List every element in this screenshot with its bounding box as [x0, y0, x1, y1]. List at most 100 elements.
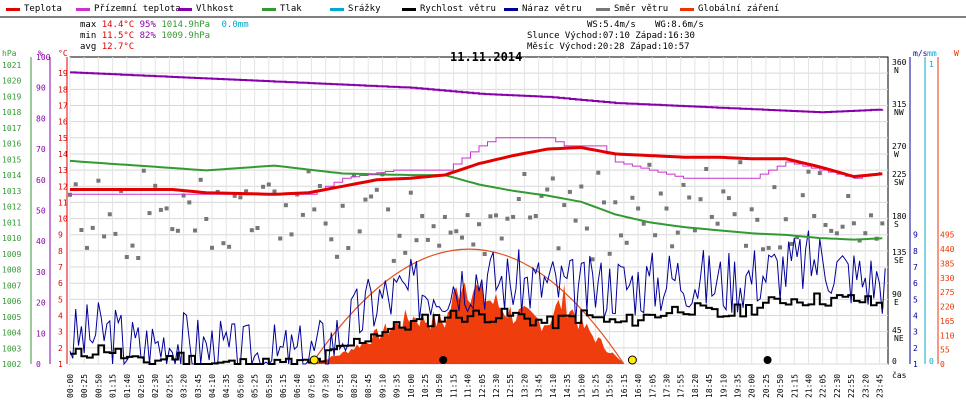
axis-tick-wm2: 440 — [940, 245, 955, 254]
x-tick-label: 12:55 — [506, 374, 515, 398]
stat-min-humidity: 82% — [139, 31, 156, 41]
wind-direction-point — [482, 252, 487, 256]
legend-label: Směr větru — [614, 4, 669, 14]
axis-tick-percent: 50 — [36, 207, 46, 216]
stat-avg-label: avg — [80, 42, 97, 52]
legend-label: Vlhkost — [196, 4, 234, 14]
axis-tick-hpa: 1020 — [2, 77, 21, 86]
x-tick-label: 19:35 — [733, 374, 742, 398]
x-tick-label: 10:50 — [435, 374, 444, 398]
wind-direction-point — [795, 235, 800, 240]
axis-tick-percent: 40 — [36, 237, 46, 246]
x-tick-label: 14:10 — [549, 374, 558, 398]
axis-tick-percent: 70 — [36, 145, 46, 154]
wind-direction-point — [431, 224, 436, 229]
axis-tick-celsius: 9 — [58, 231, 63, 240]
wind-direction-point — [567, 189, 572, 194]
wind-direction-point — [261, 184, 266, 189]
wind-direction-point — [817, 171, 822, 176]
wind-direction-point — [851, 221, 856, 226]
wind-direction-point — [454, 229, 459, 234]
wind-direction-point — [460, 235, 464, 240]
wind-direction-point — [391, 258, 396, 263]
x-tick-label: 22:05 — [819, 374, 828, 398]
legend-label: Přízemní teplota — [94, 4, 181, 14]
wind-direction-point — [238, 195, 243, 200]
wind-direction-point — [499, 236, 504, 241]
x-tick-label: 08:45 — [364, 374, 373, 398]
wind-direction-point — [602, 200, 606, 205]
x-tick-label: 13:20 — [520, 374, 529, 398]
wind-direction-point — [107, 212, 112, 217]
wind-direction-point — [721, 189, 726, 194]
axis-tick-ms: 1 — [913, 360, 918, 369]
x-tick-label: 18:20 — [691, 374, 700, 398]
stat-ws: WS:5.4m/s — [587, 20, 636, 30]
wind-direction-point — [471, 242, 476, 247]
wind-direction-point — [613, 200, 618, 205]
chart-title: 11.11.2014 — [450, 50, 523, 64]
wind-direction-point — [772, 185, 777, 190]
x-tick-label: 21:15 — [790, 374, 799, 398]
x-tick-label: 05:25 — [251, 374, 260, 398]
axis-tick-percent: 80 — [36, 114, 46, 123]
wind-direction-point — [425, 237, 430, 242]
axis-tick-direction-letter: NE — [894, 334, 904, 343]
axis-tick-wm2: 110 — [940, 331, 955, 340]
axis-tick-hpa: 1010 — [2, 234, 21, 243]
axis-tick-celsius: 15 — [58, 134, 68, 143]
legend-swatch — [6, 7, 20, 11]
wind-direction-point — [494, 213, 498, 218]
axis-tick-hpa: 1011 — [2, 218, 21, 227]
axis-tick-celsius: 8 — [58, 247, 63, 256]
wind-direction-point — [647, 162, 652, 167]
x-tick-label: 00:00 — [66, 374, 75, 398]
x-tick-label: 14:35 — [563, 374, 572, 398]
axis-tick-celsius: 5 — [58, 295, 63, 304]
wind-direction-point — [448, 230, 453, 235]
axis-tick-hpa: 1021 — [2, 61, 21, 70]
axis-tick-celsius: 7 — [58, 263, 63, 272]
legend-label: Teplota — [24, 4, 62, 14]
axis-tick-hpa: 1015 — [2, 155, 21, 164]
stat-sun: Slunce Východ:07:10 Západ:16:30 — [527, 31, 695, 41]
axis-title-celsius: °C — [58, 49, 68, 58]
axis-tick-hpa: 1012 — [2, 203, 21, 212]
x-axis-label: čas — [892, 370, 907, 380]
wind-direction-point — [73, 182, 78, 187]
x-tick-label: 17:05 — [648, 374, 657, 398]
wind-direction-point — [573, 218, 578, 223]
wind-direction-point — [90, 225, 95, 230]
wind-direction-point — [590, 257, 595, 262]
wind-direction-point — [113, 231, 118, 236]
x-tick-label: 12:05 — [478, 374, 487, 398]
axis-title-mm: mm — [927, 49, 937, 58]
wind-direction-point — [715, 221, 720, 226]
wind-direction-point — [749, 207, 754, 212]
axis-tick-wm2: 495 — [940, 231, 955, 240]
wind-direction-point — [692, 228, 697, 233]
wind-direction-point — [244, 189, 249, 194]
wind-direction-point — [357, 229, 362, 234]
axis-tick-direction: 180 — [892, 212, 907, 221]
wind-direction-point — [227, 244, 232, 249]
x-tick-label: 20:25 — [762, 374, 771, 398]
sunset-marker — [627, 355, 637, 365]
axis-tick-hpa: 1002 — [2, 360, 21, 369]
axis-tick-wm2: 165 — [940, 317, 955, 326]
wind-direction-point — [175, 228, 180, 233]
moonrise-marker — [763, 356, 772, 364]
wind-direction-point — [136, 256, 141, 260]
wind-direction-point — [516, 197, 521, 201]
axis-tick-hpa: 1004 — [2, 329, 21, 338]
axis-tick-hpa: 1014 — [2, 171, 21, 180]
wind-direction-point — [141, 168, 146, 173]
x-tick-label: 06:15 — [279, 374, 288, 398]
axis-tick-ms: 4 — [913, 312, 918, 321]
axis-tick-celsius: 19 — [58, 69, 68, 78]
x-tick-label: 20:50 — [776, 374, 785, 398]
axis-tick-direction-letter: N — [894, 66, 899, 75]
stat-min-pressure: 1009.9hPa — [161, 31, 211, 41]
wind-direction-point — [477, 222, 481, 227]
